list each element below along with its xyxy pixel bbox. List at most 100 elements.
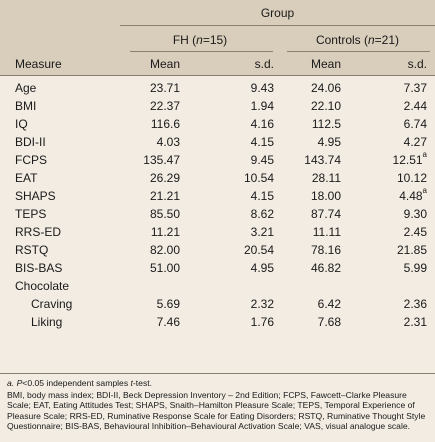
table-row: Age 23.71 9.43 24.06 7.37 [0,80,435,98]
controls-sd-cell: 21.85 [396,243,427,257]
controls-mean-cell: 28.11 [311,171,341,185]
table-row: BMI 22.37 1.94 22.10 2.44 [0,98,435,116]
controls-mean-cell: 22.10 [310,99,341,113]
fh-sd-cell: 1.76 [250,315,274,329]
fh-sd-cell: 2.32 [250,297,274,311]
fh-sd-cell: 9.43 [250,81,274,95]
fh-sd-cell: 20.54 [243,243,274,257]
measure-cell: Age [15,81,37,95]
controls-sd-cell: 2.36 [403,297,427,311]
controls-sd-cell: 12.51a [392,150,427,168]
controls-sd-cell: 4.48a [399,186,427,204]
fh-sd-cell: 4.16 [250,117,274,131]
table-footnotes: a. P<0.05 independent samples t-test. BM… [7,378,431,432]
measure-cell: RRS-ED [15,225,62,239]
fh-sd-cell: 4.15 [250,189,274,203]
fh-sd-cell: 4.95 [250,261,274,275]
controls-sd-header: s.d. [407,57,427,71]
fh-mean-cell: 82.00 [149,243,180,257]
table-row: RRS-ED 11.21 3.21 11.11 2.45 [0,224,435,242]
chocolate-group-label: Chocolate [15,279,70,293]
controls-mean-cell: 112.5 [311,117,341,131]
table-row-group-label: Chocolate [0,278,435,296]
table-row: BIS-BAS 51.00 4.95 46.82 5.99 [0,260,435,278]
fh-sd-cell: 10.54 [243,171,274,185]
group-rule [120,25,435,26]
table-row: FCPS 135.47 9.45 143.74 12.51a [0,150,435,170]
fh-mean-cell: 135.47 [143,153,180,167]
fh-mean-cell: 22.37 [149,99,180,113]
controls-sd-cell: 7.37 [403,81,427,95]
controls-mean-cell: 87.74 [310,207,341,221]
significance-footnote: a. P<0.05 independent samples t-test. [7,378,153,388]
controls-mean-cell: 78.16 [310,243,341,257]
measure-cell: BDI-II [15,135,46,149]
fh-sd-cell: 8.62 [250,207,274,221]
fh-sd-cell: 1.94 [250,99,274,113]
controls-group-heading: Controls (n=21) [315,33,400,47]
table-row: Craving 5.69 2.32 6.42 2.36 [0,296,435,314]
measure-cell: BIS-BAS [15,261,63,275]
measure-cell: EAT [15,171,38,185]
controls-mean-cell: 24.06 [310,81,341,95]
table-row: Liking 7.46 1.76 7.68 2.31 [0,314,435,332]
fh-mean-cell: 4.03 [156,135,180,149]
measure-cell: Craving [31,297,73,311]
table-row: RSTQ 82.00 20.54 78.16 21.85 [0,242,435,260]
fh-sd-cell: 9.45 [250,153,274,167]
measure-cell: FCPS [15,153,48,167]
controls-mean-cell: 18.00 [310,189,341,203]
controls-mean-cell: 6.42 [317,297,341,311]
controls-mean-cell: 46.82 [310,261,341,275]
controls-mean-cell: 11.11 [312,225,341,239]
controls-mean-header: Mean [310,57,341,71]
controls-sd-cell: 2.44 [403,99,427,113]
fh-mean-cell: 21.21 [149,189,180,203]
controls-sd-cell: 10.12 [396,171,427,185]
fh-mean-cell: 26.29 [149,171,180,185]
fh-rule [130,51,273,52]
header-rule [0,75,435,76]
controls-sd-cell: 4.27 [403,135,427,149]
group-heading: Group [260,6,295,20]
measure-cell: SHAPS [15,189,56,203]
significance-marker: a [422,150,427,159]
controls-mean-cell: 143.74 [304,153,341,167]
table-header-band [0,0,435,75]
measure-cell: Liking [31,315,63,329]
measure-cell: BMI [15,99,37,113]
fh-sd-cell: 3.21 [250,225,274,239]
table-row: BDI-II 4.03 4.15 4.95 4.27 [0,134,435,152]
table-row: TEPS 85.50 8.62 87.74 9.30 [0,206,435,224]
table-row: SHAPS 21.21 4.15 18.00 4.48a [0,186,435,206]
controls-sd-cell: 9.30 [403,207,427,221]
controls-sd-cell: 2.31 [403,315,427,329]
measure-cell: TEPS [15,207,47,221]
fh-mean-cell: 51.00 [149,261,180,275]
controls-rule [287,51,430,52]
fh-mean-cell: 85.50 [149,207,180,221]
measure-column-header: Measure [15,57,62,71]
bottom-rule [0,373,435,374]
table-row: IQ 116.6 4.16 112.5 6.74 [0,116,435,134]
controls-mean-cell: 7.68 [317,315,341,329]
table-body: Age 23.71 9.43 24.06 7.37 BMI 22.37 1.94 22.10 2… [0,80,435,332]
fh-mean-cell: 11.21 [150,225,180,239]
measure-cell: IQ [15,117,28,131]
fh-mean-cell: 23.71 [149,81,180,95]
fh-group-heading: FH (n=15) [172,33,228,47]
controls-sd-cell: 6.74 [403,117,427,131]
fh-mean-cell: 5.69 [156,297,180,311]
controls-mean-cell: 4.95 [317,135,341,149]
fh-sd-header: s.d. [254,57,274,71]
fh-mean-cell: 116.6 [150,117,180,131]
significance-marker: a [422,186,427,195]
controls-sd-cell: 5.99 [403,261,427,275]
controls-sd-cell: 2.45 [403,225,427,239]
table-row: EAT 26.29 10.54 28.11 10.12 [0,170,435,188]
fh-mean-cell: 7.46 [156,315,180,329]
fh-sd-cell: 4.15 [250,135,274,149]
abbreviations-footnote: BMI, body mass index; BDI-II, Beck Depre… [7,389,426,432]
measure-cell: RSTQ [15,243,49,257]
